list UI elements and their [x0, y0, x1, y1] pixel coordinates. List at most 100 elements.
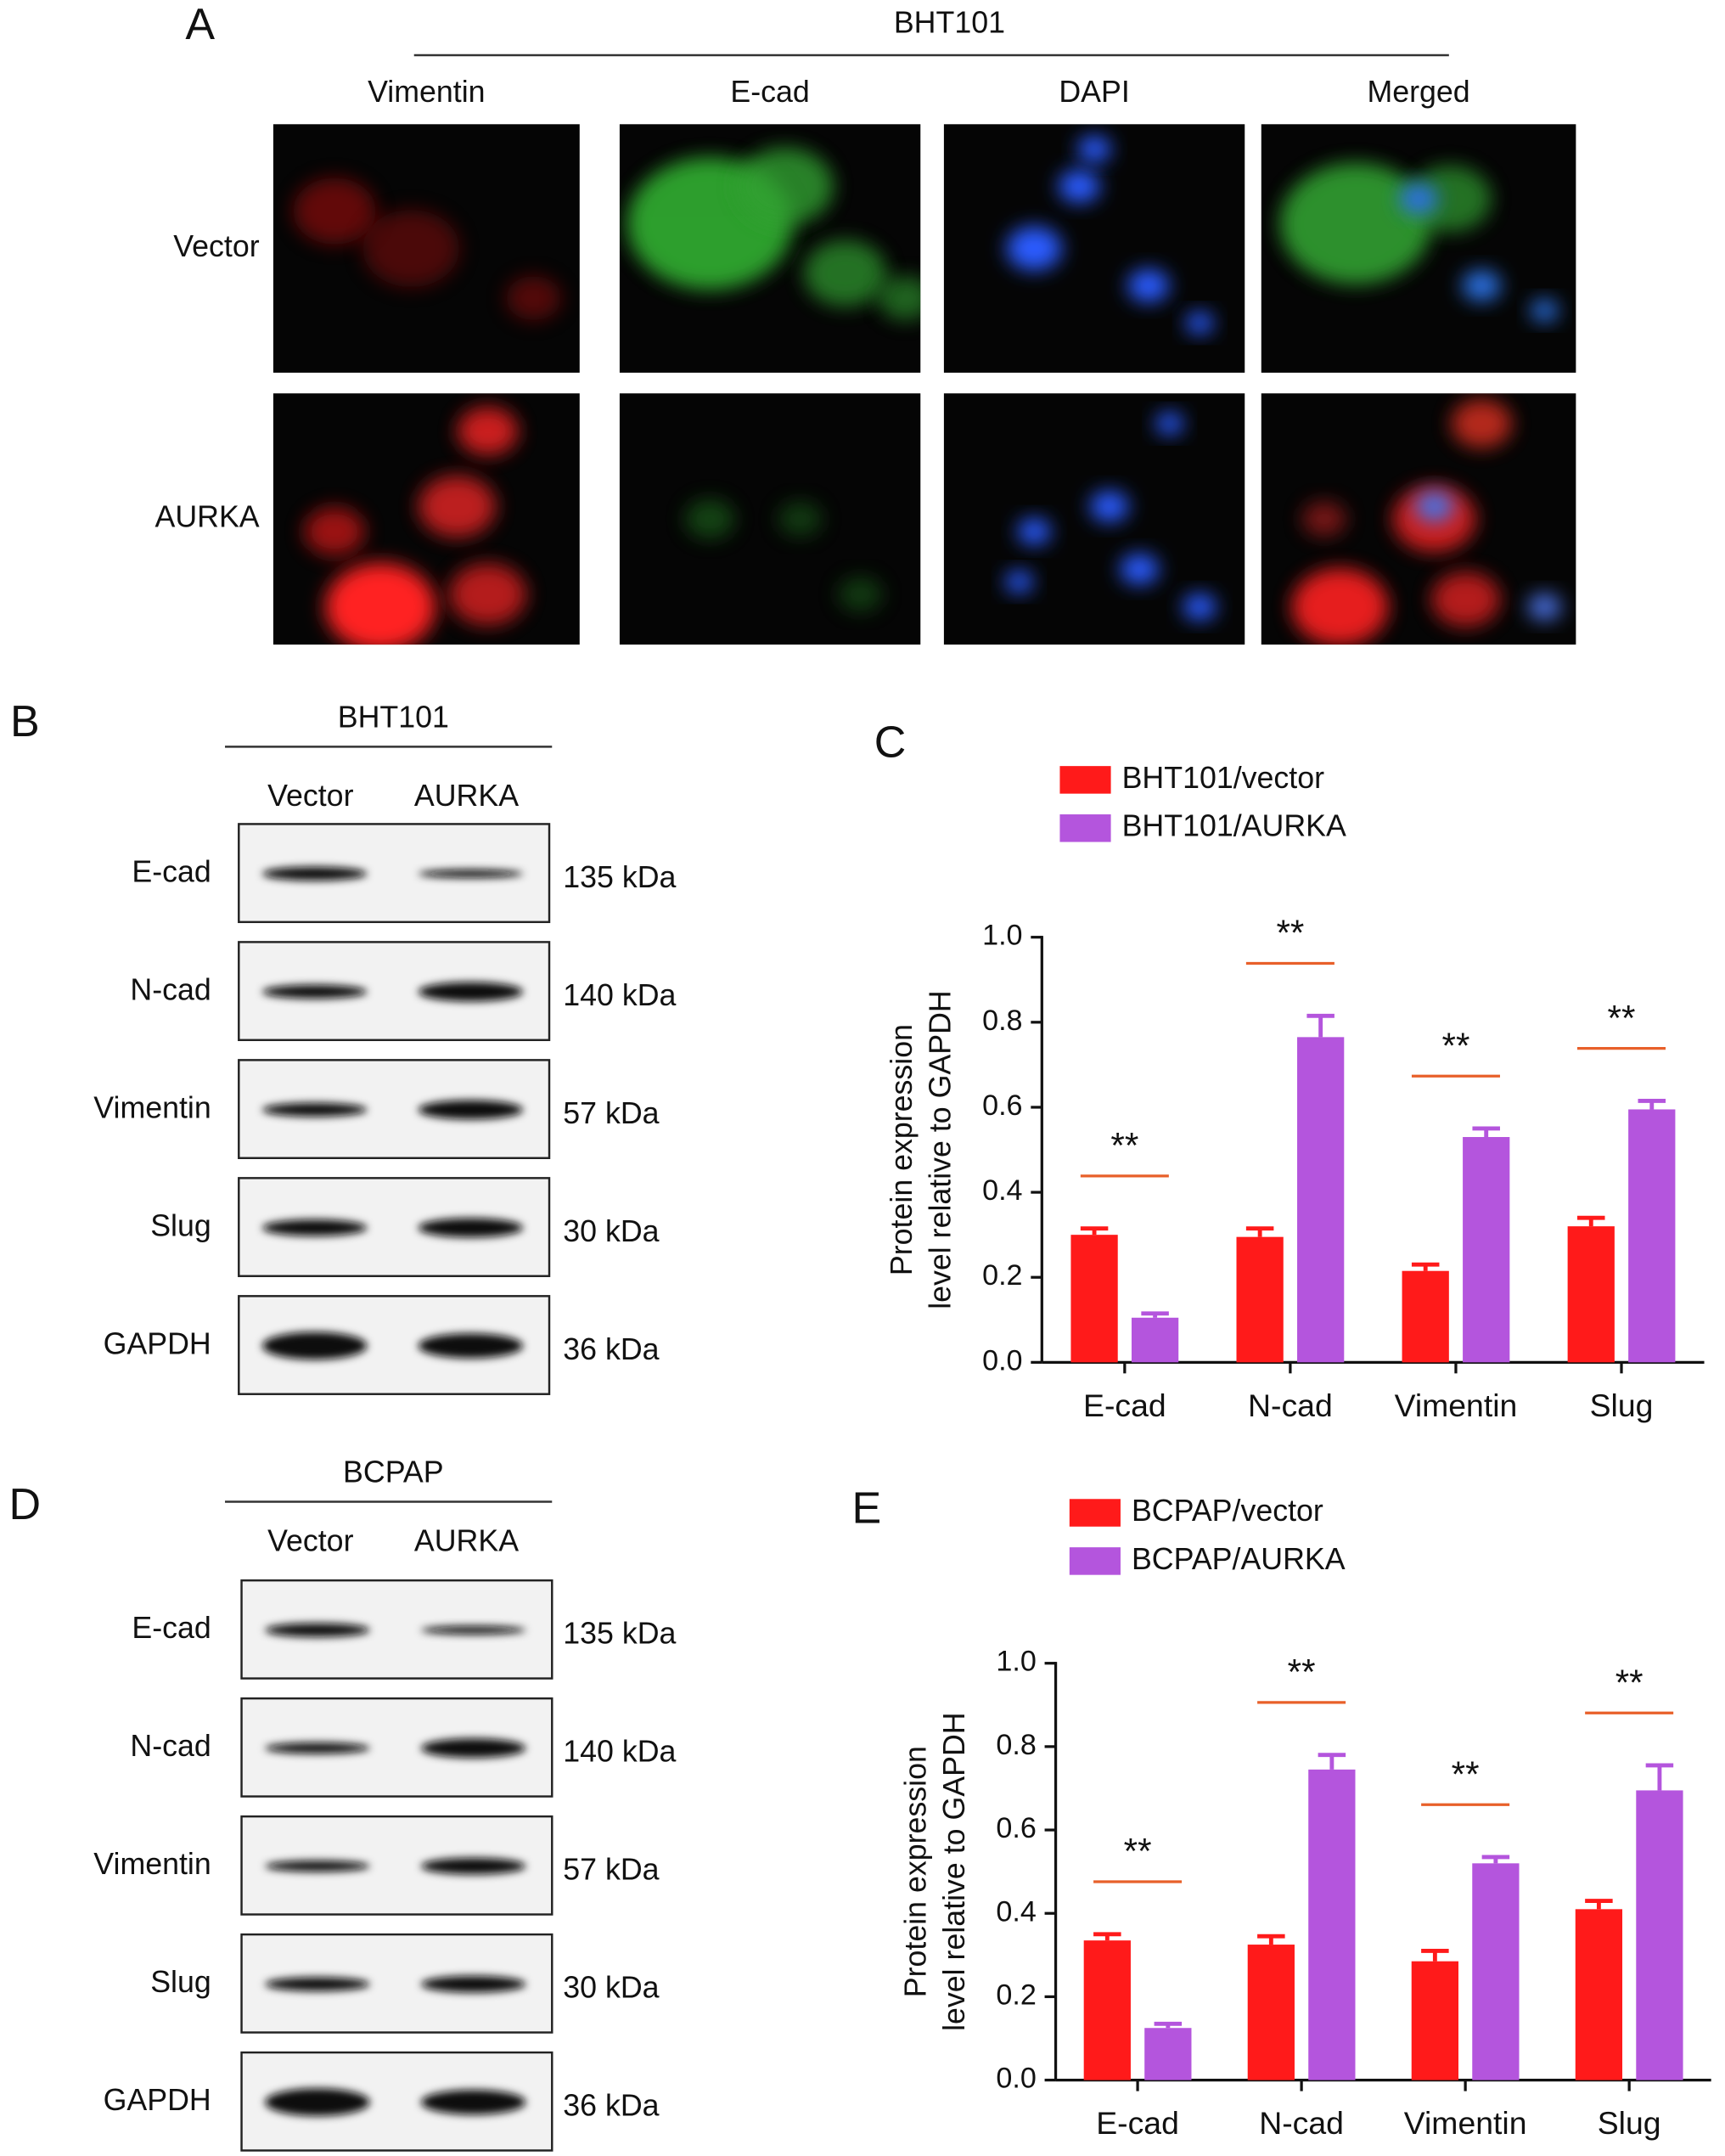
panel-label: D — [9, 1480, 42, 1529]
cell — [1006, 226, 1062, 271]
x-tick-label: N-cad — [1259, 2105, 1344, 2141]
protein-label: GAPDH — [104, 1326, 211, 1360]
protein-label: GAPDH — [104, 2083, 211, 2117]
cell — [293, 177, 376, 245]
micrograph — [619, 393, 921, 645]
micrograph — [619, 124, 921, 373]
micrograph — [273, 124, 580, 373]
bar — [1083, 1940, 1131, 2080]
cell-line-title: BHT101 — [894, 6, 1005, 40]
cell — [1155, 412, 1183, 435]
significance-label: ** — [1124, 1832, 1152, 1872]
cells — [304, 407, 527, 645]
row-label: Vector — [173, 229, 259, 263]
cell — [1077, 135, 1111, 163]
legend-label: BHT101/AURKA — [1122, 809, 1346, 843]
y-axis-label: level relative to GAPDH — [937, 1712, 971, 2031]
error-bar — [1472, 1126, 1500, 1138]
size-label: 30 kDa — [563, 1971, 659, 2005]
x-tick-label: Vimentin — [1404, 2105, 1527, 2141]
bar — [1070, 1235, 1118, 1363]
cell — [1017, 518, 1051, 545]
bar — [1297, 1037, 1345, 1363]
cell — [1408, 166, 1492, 233]
x-tick-label: Slug — [1598, 2105, 1661, 2141]
cell — [736, 147, 834, 225]
error-bar — [1576, 1215, 1605, 1227]
y-tick-label: 0.6 — [996, 1812, 1036, 1844]
error-bar — [1585, 1899, 1613, 1910]
blot-band — [418, 1100, 524, 1120]
protein-label: Slug — [150, 1965, 211, 1999]
cells — [1005, 412, 1216, 621]
bar — [1567, 1226, 1615, 1363]
y-tick-label: 0.2 — [996, 1979, 1036, 2011]
blot-band — [420, 1625, 526, 1635]
y-tick-label: 1.0 — [996, 1646, 1036, 1678]
error-bar — [1645, 1763, 1674, 1791]
error-bar — [1141, 1311, 1169, 1318]
column-header: E-cad — [730, 75, 809, 109]
blot-band — [265, 1860, 370, 1872]
blot-band — [261, 1102, 368, 1117]
x-tick-label: Slug — [1590, 1388, 1654, 1423]
cell — [1527, 594, 1561, 621]
micrograph — [273, 393, 580, 645]
x-tick-label: E-cad — [1096, 2105, 1179, 2141]
legend-swatch — [1069, 1499, 1121, 1527]
size-label: 36 kDa — [563, 2089, 659, 2123]
protein-label: Vimentin — [93, 1847, 211, 1881]
y-tick-label: 0.6 — [982, 1089, 1022, 1122]
protein-label: E-cad — [132, 854, 211, 888]
cells — [293, 177, 562, 321]
column-header: Vimentin — [368, 75, 485, 109]
protein-label: Slug — [150, 1208, 211, 1242]
y-axis-label: Protein expression — [885, 1024, 919, 1275]
cells — [1006, 135, 1214, 335]
cell — [684, 498, 735, 539]
error-bar — [1318, 1753, 1346, 1770]
size-label: 36 kDa — [563, 1332, 659, 1366]
panel-label: A — [185, 0, 215, 49]
bar — [1575, 1909, 1623, 2080]
cell — [449, 563, 527, 626]
cell-line-title: BHT101 — [338, 700, 449, 734]
bar — [1131, 1317, 1179, 1363]
blot-band — [418, 1333, 524, 1359]
cell — [838, 577, 883, 612]
legend-label: BHT101/vector — [1122, 761, 1325, 795]
legend-swatch — [1059, 814, 1111, 842]
cell — [1301, 501, 1346, 537]
cell — [362, 210, 460, 288]
cell — [778, 501, 823, 537]
legend-swatch — [1059, 766, 1111, 794]
bar — [1402, 1270, 1449, 1363]
micrograph — [1261, 393, 1576, 645]
cell — [1462, 270, 1501, 301]
cell — [325, 562, 436, 645]
size-label: 140 kDa — [563, 978, 676, 1012]
cell — [878, 276, 921, 321]
cell — [1127, 268, 1170, 302]
bar — [1628, 1109, 1676, 1363]
blot-band — [418, 870, 524, 878]
blot-band — [265, 2088, 370, 2116]
cell-line-title: BCPAP — [343, 1455, 444, 1489]
blot-band — [420, 1857, 526, 1875]
micrograph — [1261, 124, 1576, 373]
significance-label: ** — [1452, 1754, 1480, 1794]
y-tick-label: 0.2 — [982, 1259, 1022, 1292]
error-bar — [1638, 1099, 1666, 1110]
blot-band — [420, 2089, 526, 2115]
cell — [506, 276, 562, 321]
blot-band — [418, 1218, 524, 1238]
error-bar — [1093, 1932, 1121, 1941]
size-label: 57 kDa — [563, 1096, 659, 1130]
cell — [418, 475, 496, 538]
bar — [1636, 1790, 1683, 2080]
error-bar — [1245, 1226, 1274, 1237]
cell — [1399, 183, 1438, 215]
cell — [1291, 568, 1389, 645]
lane-label: AURKA — [414, 1524, 519, 1558]
significance-label: ** — [1442, 1026, 1470, 1066]
